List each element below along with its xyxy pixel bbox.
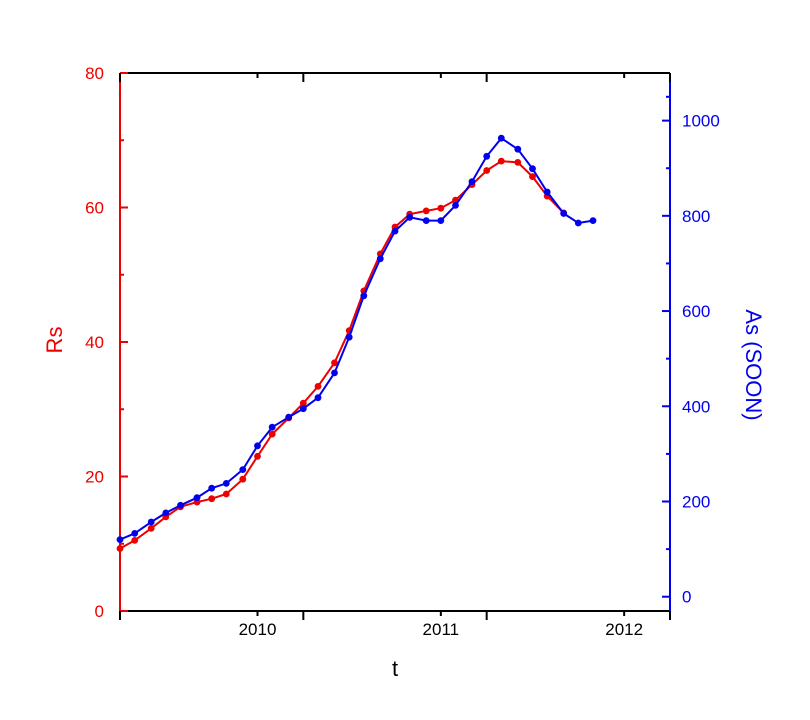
data-point-right [543,188,551,196]
data-point-right [345,333,353,341]
x-tick-label: 2010 [239,620,277,639]
data-point-right [483,152,491,160]
data-point-left [529,173,536,181]
data-point-right [268,423,276,431]
right-tick-label: 1000 [682,112,720,131]
data-point-right [147,518,155,526]
data-point-right [574,219,582,227]
data-point-right [222,480,230,487]
data-point-right [254,442,261,450]
data-point-right [514,145,522,153]
data-point-left [437,204,445,212]
data-point-left [147,524,155,532]
data-point-left [222,490,230,498]
series-left [116,157,568,552]
data-point-left [239,475,247,483]
data-point-left [422,207,430,215]
data-point-right [360,292,368,300]
data-point-right [208,484,216,492]
data-point-right [193,494,201,502]
data-point-left [514,159,522,166]
data-point-right [376,255,384,263]
data-point-right [116,536,124,543]
data-point-left [116,545,124,552]
data-point-right [314,394,322,402]
data-point-right [560,210,568,217]
data-point-right [497,134,505,142]
x-axis-title: t [392,656,398,681]
x-tick-label: 2012 [605,620,643,639]
data-point-right [468,178,476,186]
data-point-right [131,530,139,537]
right-tick-label: 200 [682,492,710,511]
right-axis-title: As (SOON) [741,309,766,420]
data-point-right [299,405,307,413]
data-point-right [391,227,399,235]
data-point-right [162,509,170,517]
series-right [116,134,597,543]
data-point-left [483,167,491,174]
right-tick-label: 400 [682,397,710,416]
right-tick-label: 800 [682,207,710,226]
data-point-right [239,466,247,473]
data-point-left [208,495,216,503]
data-point-right [331,369,338,377]
data-point-left [331,359,338,367]
left-axis-title: Rs [42,327,67,354]
data-point-left [268,430,276,438]
series-layer [116,134,597,552]
data-point-left [314,383,322,390]
data-point-left [131,537,139,544]
data-point-left [299,399,307,407]
data-point-right [589,217,597,225]
x-axis: 2010 2011 2012 [119,73,671,639]
series-line-right [119,136,594,541]
right-tick-label: 600 [682,302,710,321]
left-tick-label: 80 [85,64,104,83]
data-point-right [285,413,293,421]
data-point-right [422,217,430,225]
data-point-right [406,213,414,221]
left-axis: 0 20 40 60 80 [85,64,128,621]
data-point-right [437,217,445,225]
data-point-left [254,452,261,460]
right-axis: 0 200 400 600 800 1000 [662,73,720,611]
plot-frame [120,72,670,612]
left-tick-label: 20 [85,468,104,487]
data-point-left [497,157,505,165]
left-tick-label: 60 [85,199,104,218]
data-point-right [177,501,184,509]
left-tick-label: 40 [85,333,104,352]
left-tick-label: 0 [95,602,104,621]
data-point-right [452,202,459,209]
x-tick-label: 2011 [423,620,460,639]
data-point-right [529,165,536,173]
right-tick-label: 0 [682,588,691,607]
